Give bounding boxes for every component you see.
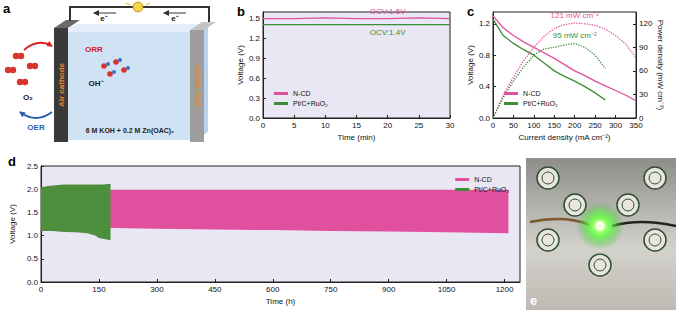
svg-text:600: 600 [266, 285, 280, 294]
svg-text:ORR: ORR [85, 45, 103, 54]
svg-text:20: 20 [383, 121, 392, 130]
svg-text:Time (h): Time (h) [266, 297, 296, 306]
svg-text:350: 350 [629, 121, 643, 130]
svg-text:121 mW cm⁻²: 121 mW cm⁻² [551, 11, 600, 20]
svg-text:0.6: 0.6 [249, 74, 261, 83]
svg-text:6 M KOH + 0.2 M Zn(OAC)₂: 6 M KOH + 0.2 M Zn(OAC)₂ [86, 127, 174, 135]
svg-text:d: d [8, 154, 16, 169]
svg-text:95 mW cm⁻²: 95 mW cm⁻² [553, 31, 597, 40]
svg-text:2.5: 2.5 [27, 162, 39, 171]
svg-text:0.0: 0.0 [249, 114, 261, 123]
svg-text:150: 150 [548, 121, 562, 130]
svg-text:N-CD: N-CD [474, 176, 492, 183]
svg-text:15: 15 [352, 121, 361, 130]
svg-text:5: 5 [292, 121, 297, 130]
svg-text:Current density (mA cm⁻²): Current density (mA cm⁻²) [519, 133, 611, 142]
svg-text:1200: 1200 [496, 285, 514, 294]
svg-text:0.0: 0.0 [479, 114, 491, 123]
svg-text:750: 750 [324, 285, 338, 294]
svg-text:200: 200 [568, 121, 582, 130]
svg-text:0.5: 0.5 [27, 254, 39, 263]
svg-text:2.0: 2.0 [27, 185, 39, 194]
svg-text:a: a [3, 1, 11, 16]
svg-text:1.2: 1.2 [479, 19, 491, 28]
svg-text:0: 0 [491, 121, 496, 130]
svg-text:c: c [467, 4, 474, 19]
svg-text:150: 150 [92, 285, 106, 294]
svg-text:1.5: 1.5 [27, 208, 39, 217]
svg-text:Pt/C+RuO₂: Pt/C+RuO₂ [523, 100, 558, 107]
svg-text:O₂: O₂ [23, 93, 33, 102]
svg-text:Voltage (V): Voltage (V) [8, 204, 17, 244]
svg-text:b: b [237, 4, 245, 19]
svg-text:0.4: 0.4 [479, 82, 491, 91]
svg-text:Voltage (V): Voltage (V) [236, 45, 245, 85]
svg-text:30: 30 [639, 90, 648, 99]
svg-text:OER: OER [27, 123, 45, 132]
svg-text:250: 250 [588, 121, 602, 130]
svg-text:1.2: 1.2 [249, 34, 261, 43]
svg-text:450: 450 [208, 285, 222, 294]
svg-text:60: 60 [639, 66, 648, 75]
svg-text:Time (min): Time (min) [338, 133, 376, 142]
svg-text:e⁻: e⁻ [171, 14, 178, 23]
svg-text:OCV:1.4V: OCV:1.4V [370, 28, 406, 37]
svg-text:0.0: 0.0 [27, 278, 39, 287]
svg-text:Zinc anode: Zinc anode [193, 64, 202, 107]
svg-text:0.9: 0.9 [249, 54, 261, 63]
svg-text:300: 300 [150, 285, 164, 294]
svg-text:N-CD: N-CD [293, 90, 311, 97]
svg-text:50: 50 [509, 121, 518, 130]
svg-text:e: e [530, 293, 537, 308]
svg-text:10: 10 [321, 121, 330, 130]
svg-text:0: 0 [261, 121, 266, 130]
svg-text:1.0: 1.0 [27, 231, 39, 240]
svg-text:900: 900 [382, 285, 396, 294]
svg-text:90: 90 [639, 43, 648, 52]
svg-text:1.5: 1.5 [249, 14, 261, 23]
svg-text:0.3: 0.3 [249, 94, 261, 103]
svg-text:0.8: 0.8 [479, 51, 491, 60]
svg-text:OCV:1.5V: OCV:1.5V [370, 7, 406, 16]
svg-text:Power density (mW cm⁻²): Power density (mW cm⁻²) [656, 20, 665, 111]
svg-text:0: 0 [39, 285, 44, 294]
svg-text:Air cathode: Air cathode [57, 62, 66, 107]
svg-text:100: 100 [527, 121, 541, 130]
svg-text:N-CD: N-CD [523, 90, 541, 97]
svg-text:Pt/C+RuO₂: Pt/C+RuO₂ [474, 186, 509, 193]
svg-text:120: 120 [639, 19, 653, 28]
svg-text:Voltage (V): Voltage (V) [466, 45, 475, 85]
svg-text:300: 300 [609, 121, 623, 130]
svg-text:30: 30 [446, 121, 455, 130]
svg-text:Pt/C+RuO₂: Pt/C+RuO₂ [293, 100, 328, 107]
svg-text:25: 25 [414, 121, 423, 130]
svg-text:0: 0 [639, 113, 644, 123]
svg-text:1050: 1050 [438, 285, 456, 294]
svg-text:OH⁻: OH⁻ [89, 79, 104, 88]
svg-text:e⁻: e⁻ [100, 14, 107, 23]
